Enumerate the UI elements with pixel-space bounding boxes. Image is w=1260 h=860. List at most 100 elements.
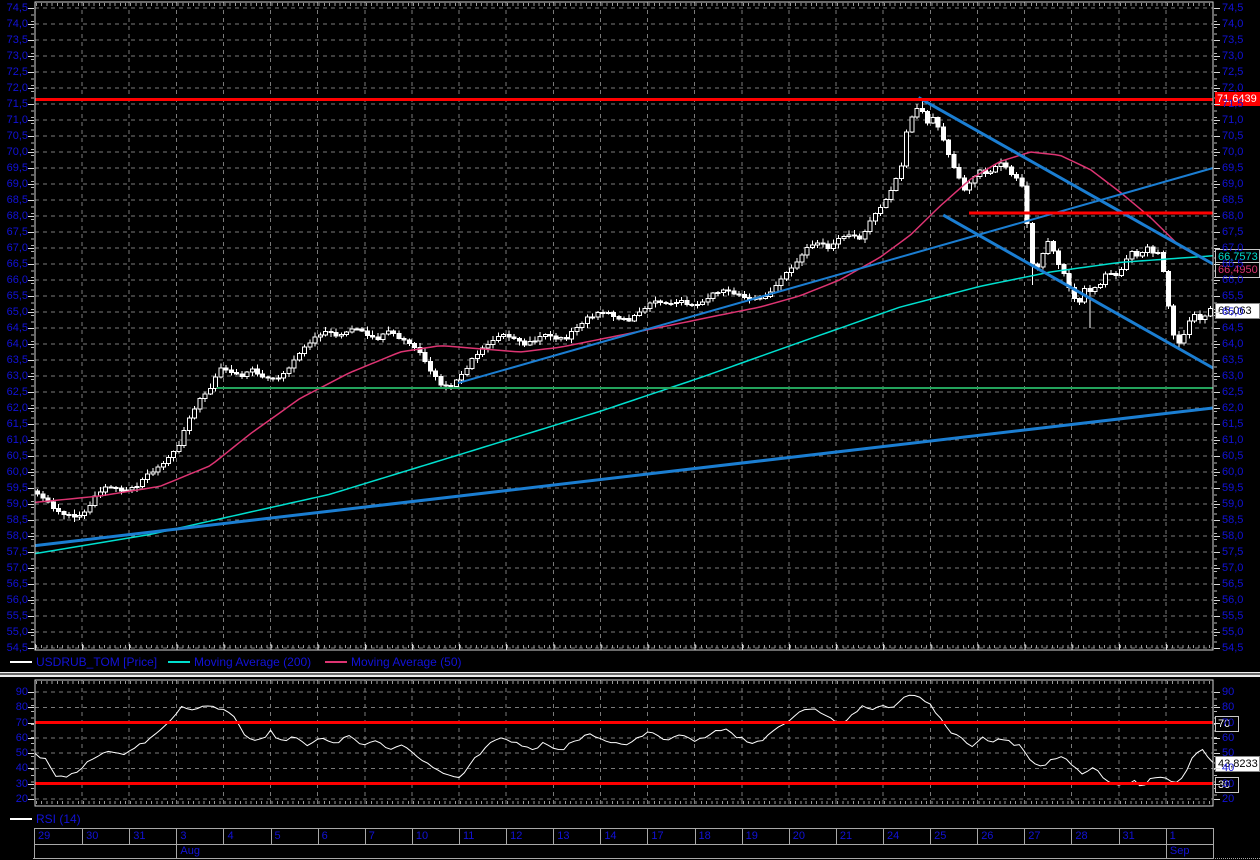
price-axis-label-right: 72,5 xyxy=(1222,66,1244,78)
date-cell: 29 xyxy=(38,830,51,842)
axis-major-tick xyxy=(28,707,34,709)
price-axis-label-left: 68,5 xyxy=(6,194,28,206)
axis-major-tick xyxy=(28,56,34,57)
rsi-axis-label-right: 30 xyxy=(1222,777,1235,790)
date-cell: 10 xyxy=(411,829,459,844)
date-cell: 26 xyxy=(977,829,1024,844)
price-axis-label-right: 59,0 xyxy=(1222,498,1244,510)
axis-major-tick xyxy=(1214,168,1220,169)
axis-major-tick xyxy=(28,328,34,329)
date-cell: 24 xyxy=(882,829,930,844)
date-cell: 5 xyxy=(270,829,318,844)
price-axis-label-left: 63,5 xyxy=(6,354,28,366)
date-cell: 3 xyxy=(176,829,223,844)
rsi-panel-frame xyxy=(34,679,1214,807)
axis-major-tick xyxy=(1214,56,1220,57)
axis-major-tick xyxy=(28,120,34,121)
time-axis-minor-ticks-top xyxy=(36,3,1213,6)
price-axis-label-left: 69,5 xyxy=(6,162,28,174)
price-axis-label-right: 57,5 xyxy=(1222,546,1244,558)
price-axis-label-left: 58,0 xyxy=(6,530,28,542)
rsi-axis-label-left: 20 xyxy=(15,793,28,805)
rsi-axis-label-left: 90 xyxy=(15,686,28,698)
rsi-level-30-label: 30 xyxy=(1215,777,1239,793)
axis-major-tick xyxy=(1214,783,1220,785)
rsi-axis-label-right: 90 xyxy=(1222,686,1235,698)
axis-major-tick xyxy=(1214,248,1220,249)
price-axis-label-left: 59,0 xyxy=(6,498,28,510)
month-cell: Sep xyxy=(1165,844,1213,858)
price-axis-label-right: 70,5 xyxy=(1222,130,1244,142)
axis-major-tick xyxy=(28,200,34,201)
axis-major-tick xyxy=(28,632,34,633)
axis-major-tick xyxy=(1214,520,1220,521)
axis-major-tick xyxy=(28,584,34,585)
price-series-label: USDRUB_TOM [Price] xyxy=(36,655,158,669)
axis-major-tick xyxy=(28,408,34,409)
price-axis-label-left: 72,0 xyxy=(6,82,28,94)
axis-major-tick xyxy=(1214,184,1220,185)
price-axis-label-left: 72,5 xyxy=(6,66,28,78)
axis-major-tick xyxy=(28,520,34,521)
price-panel-frame xyxy=(34,1,1214,651)
axis-major-tick xyxy=(28,472,34,473)
axis-major-tick xyxy=(28,552,34,553)
rsi-axis-label-left: 50 xyxy=(15,747,28,760)
axis-major-tick xyxy=(1214,552,1220,553)
axis-major-tick xyxy=(1214,24,1220,25)
price-axis-label-right: 68,0 xyxy=(1222,210,1244,222)
price-axis-label-right: 69,5 xyxy=(1222,162,1244,174)
date-cell: 13 xyxy=(553,829,600,844)
date-cell: 28 xyxy=(1071,829,1118,844)
axis-major-tick xyxy=(1214,280,1220,281)
axis-major-tick xyxy=(1214,296,1220,297)
price-axis-label-right: 58,5 xyxy=(1222,514,1244,526)
price-axis-label-right: 72,0 xyxy=(1222,82,1244,94)
price-axis-label-right: 56,0 xyxy=(1222,594,1244,606)
price-axis-label-right: 62,5 xyxy=(1222,386,1244,398)
axis-major-tick xyxy=(28,692,34,693)
price-axis-label-left: 66,0 xyxy=(6,274,28,286)
axis-major-tick xyxy=(1214,584,1220,585)
axis-major-tick xyxy=(1214,200,1220,201)
axis-major-tick xyxy=(28,616,34,617)
price-axis-label-left: 71,5 xyxy=(6,98,28,110)
price-axis-label-right: 67,0 xyxy=(1222,242,1244,254)
date-cell: 1 xyxy=(1165,829,1213,844)
ma200-series-swatch xyxy=(168,661,190,663)
axis-major-tick xyxy=(28,799,34,800)
axis-major-tick xyxy=(28,312,34,313)
axis-major-tick xyxy=(1214,152,1220,153)
price-axis-label-right: 73,5 xyxy=(1222,34,1244,46)
price-axis-label-right: 63,5 xyxy=(1222,354,1244,366)
price-axis-label-right: 66,5 xyxy=(1222,258,1244,270)
price-axis-label-left: 55,5 xyxy=(6,610,28,622)
axis-major-tick xyxy=(28,184,34,185)
axis-major-tick xyxy=(28,344,34,345)
date-cell: 25 xyxy=(930,829,977,844)
price-axis-label-left: 65,0 xyxy=(6,306,28,318)
price-axis-label-left: 62,5 xyxy=(6,386,28,398)
rsi-line xyxy=(34,694,1214,787)
date-cell: 7 xyxy=(364,829,412,844)
axis-major-tick xyxy=(1214,216,1220,217)
axis-major-tick xyxy=(1214,392,1220,393)
axis-major-tick xyxy=(28,753,34,755)
axis-major-tick xyxy=(28,456,34,457)
axis-major-tick xyxy=(28,504,34,505)
price-axis-label-right: 60,5 xyxy=(1222,450,1244,462)
axis-major-tick xyxy=(1214,632,1220,633)
axis-major-tick xyxy=(28,40,34,41)
price-axis-label-right: 74,5 xyxy=(1222,2,1244,14)
price-series-swatch xyxy=(10,661,32,663)
ma200-series-label: Moving Average (200) xyxy=(194,655,312,669)
rsi-axis-label-right: 50 xyxy=(1222,747,1235,760)
rsi-axis-label-right: 80 xyxy=(1222,701,1235,714)
price-axis-label-right: 61,0 xyxy=(1222,434,1244,446)
axis-major-tick xyxy=(28,600,34,601)
rsi-panel-legend: RSI (14) xyxy=(0,811,1260,827)
rsi-time-axis-minor-ticks-top xyxy=(36,681,1213,684)
date-axis-days: 29 30 31 3 4 5 6 7 10 11 12 13 14 17 18 19 20 21 24 25 26 27 2… xyxy=(34,828,1214,845)
